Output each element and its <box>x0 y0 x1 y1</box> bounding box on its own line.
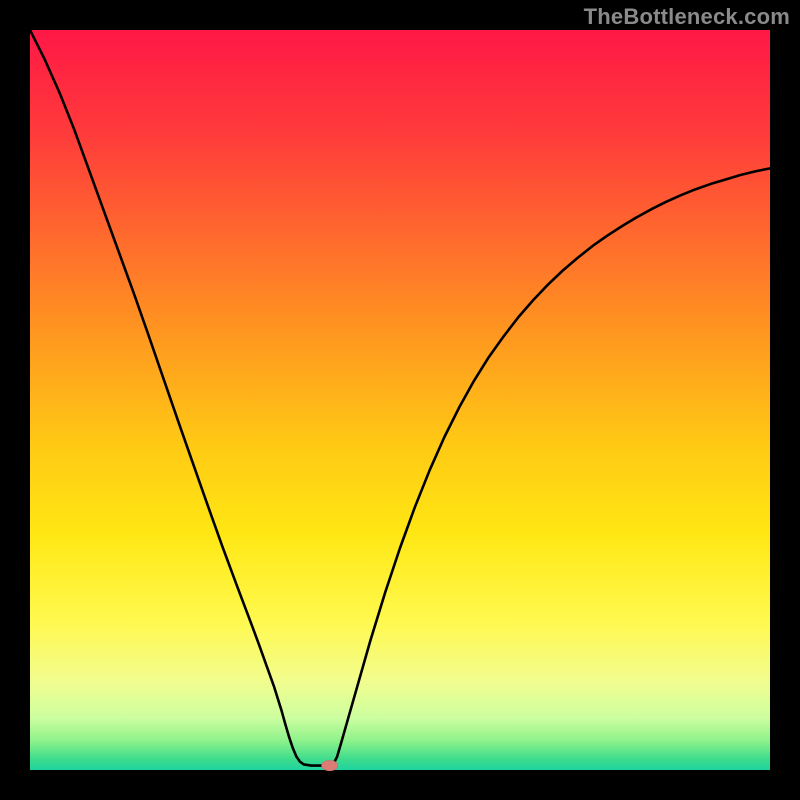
bottleneck-chart <box>0 0 800 800</box>
chart-container: TheBottleneck.com <box>0 0 800 800</box>
plot-background <box>30 30 770 770</box>
optimal-point-marker <box>322 760 338 770</box>
watermark-text: TheBottleneck.com <box>584 4 790 30</box>
